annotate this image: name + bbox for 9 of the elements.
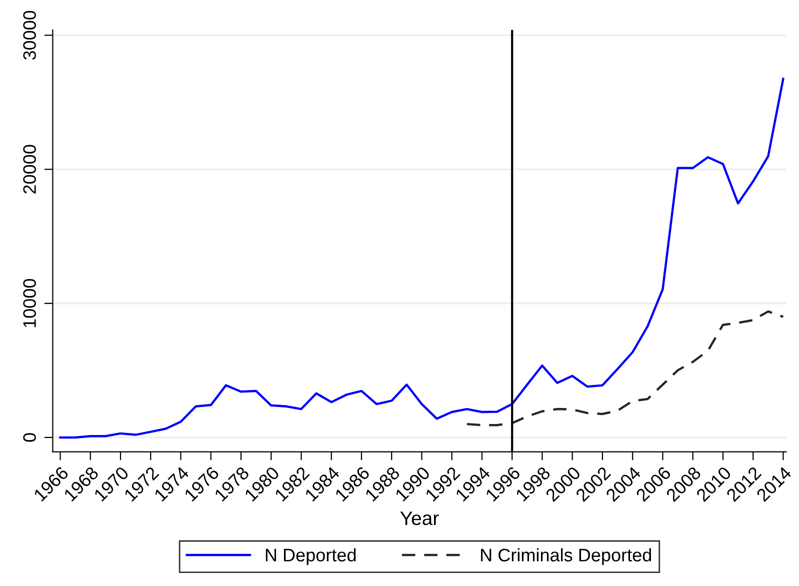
- line-series: [466, 310, 784, 426]
- y-tick-label: 10000: [23, 278, 36, 328]
- legend-label: N Deported: [266, 548, 356, 566]
- line-series: [59, 78, 784, 439]
- y-tick-label: 0: [23, 433, 36, 442]
- legend-label: N Criminals Deported: [481, 548, 651, 566]
- y-tick-label: 20000: [23, 144, 36, 194]
- x-axis-title: Year: [400, 512, 439, 526]
- y-tick-label: 30000: [23, 10, 36, 60]
